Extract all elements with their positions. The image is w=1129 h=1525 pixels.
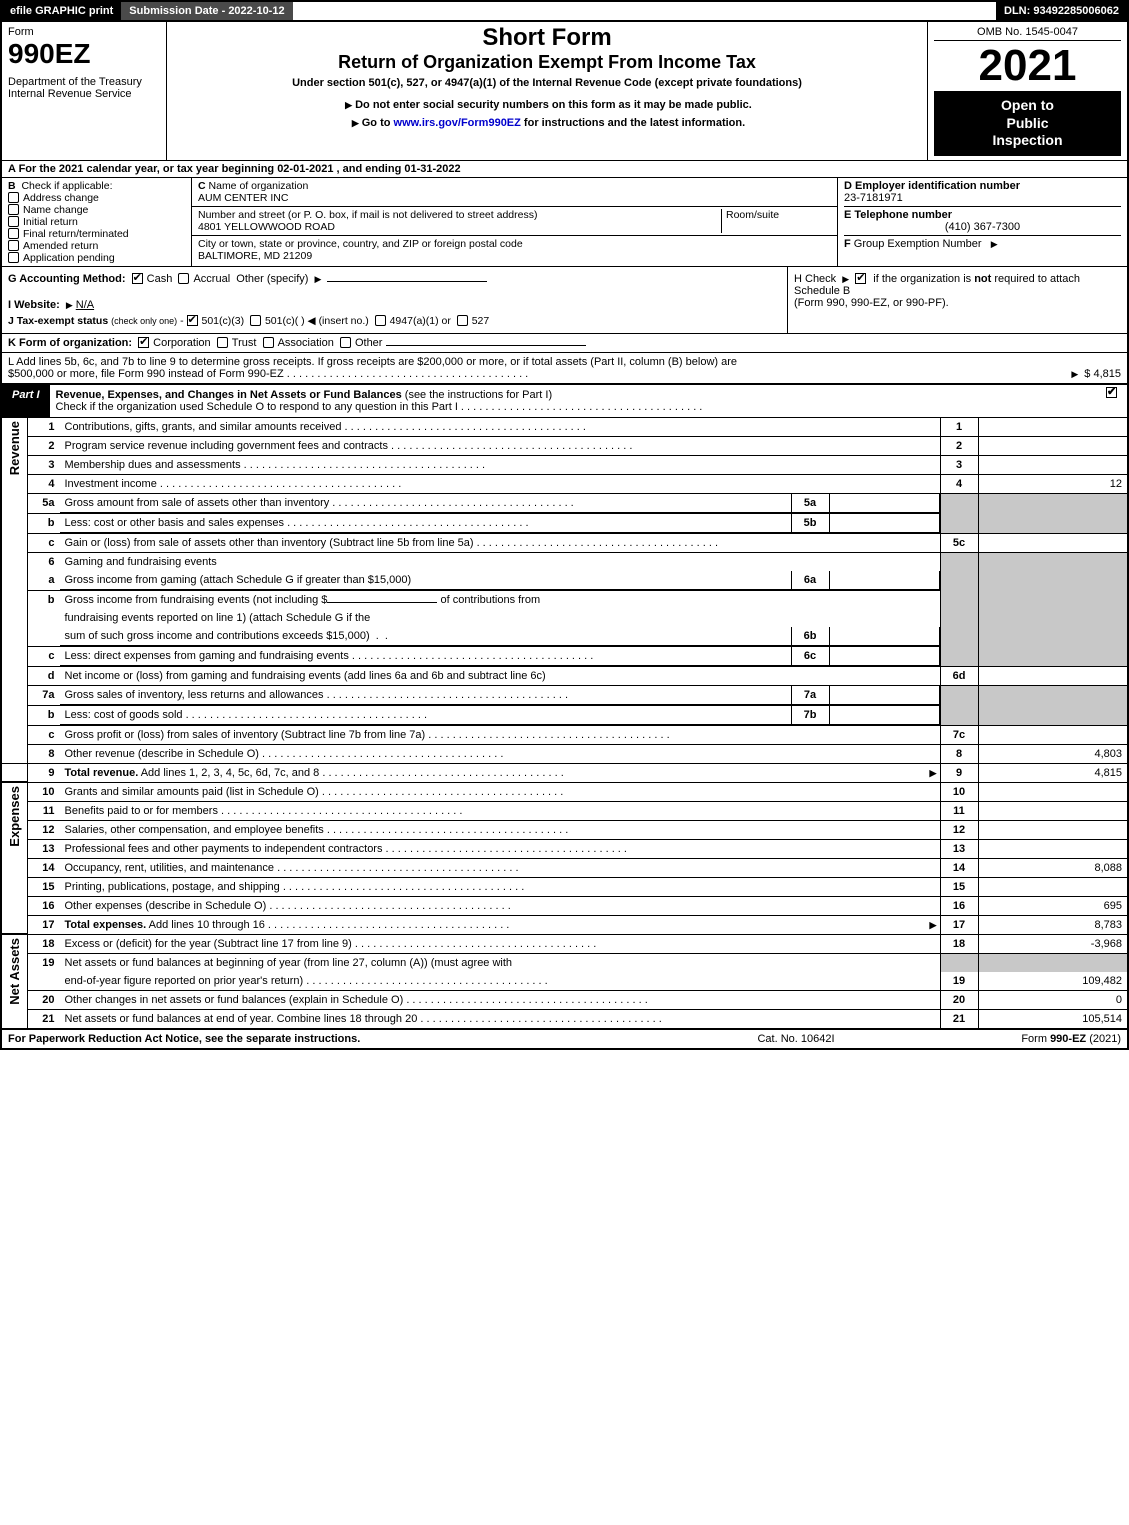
part-i-table: Revenue 1 Contributions, gifts, grants, … — [0, 418, 1129, 1030]
tax-exempt-row: J Tax-exempt status (check only one) - 5… — [8, 315, 781, 327]
main-title: Return of Organization Exempt From Incom… — [173, 52, 921, 73]
line14-value: 8,088 — [978, 858, 1128, 877]
irs-link[interactable]: www.irs.gov/Form990EZ — [394, 117, 521, 129]
form-label: Form — [8, 26, 160, 38]
dept-treasury: Department of the Treasury — [8, 76, 160, 88]
irs-label: Internal Revenue Service — [8, 88, 160, 100]
line19-value: 109,482 — [978, 972, 1128, 991]
row-a-tax-year: A For the 2021 calendar year, or tax yea… — [0, 161, 1129, 178]
dln: DLN: 93492285006062 — [996, 2, 1127, 20]
netassets-vlabel: Net Assets — [7, 938, 22, 1005]
line18-value: -3,968 — [978, 934, 1128, 953]
website-value: N/A — [76, 299, 94, 311]
line4-value: 12 — [978, 474, 1128, 493]
schedule-b-checkbox[interactable] — [855, 273, 866, 284]
accounting-method: G Accounting Method: Cash Accrual Other … — [8, 273, 781, 285]
tax-year: 2021 — [934, 41, 1121, 91]
org-name: AUM CENTER INC — [198, 192, 288, 204]
open-public-badge: Open to Public Inspection — [934, 91, 1121, 156]
section-g-h: G Accounting Method: Cash Accrual Other … — [0, 267, 1129, 334]
ein-value: 23-7181971 — [844, 192, 903, 204]
submission-date: Submission Date - 2022-10-12 — [121, 2, 292, 20]
amended-return-checkbox[interactable] — [8, 240, 19, 251]
501c-checkbox[interactable] — [250, 315, 261, 326]
phone-value: (410) 367-7300 — [844, 221, 1121, 233]
page-footer: For Paperwork Reduction Act Notice, see … — [0, 1030, 1129, 1050]
form-header: Form 990EZ Department of the Treasury In… — [0, 22, 1129, 161]
gross-receipts: $ 4,815 — [1084, 368, 1121, 380]
top-bar: efile GRAPHIC print Submission Date - 20… — [0, 0, 1129, 22]
form-ref: Form 990-EZ (2021) — [921, 1033, 1121, 1045]
efile-print[interactable]: efile GRAPHIC print — [2, 2, 121, 20]
subtitle: Under section 501(c), 527, or 4947(a)(1)… — [173, 77, 921, 89]
street-address: 4801 YELLOWWOOD ROAD — [198, 221, 335, 233]
name-change-checkbox[interactable] — [8, 204, 19, 215]
part-i-header: Part I Revenue, Expenses, and Changes in… — [0, 385, 1129, 418]
cat-no: Cat. No. 10642I — [671, 1033, 921, 1045]
line16-value: 695 — [978, 896, 1128, 915]
revenue-vlabel: Revenue — [7, 421, 22, 475]
line9-value: 4,815 — [978, 763, 1128, 782]
expenses-vlabel: Expenses — [7, 786, 22, 847]
line21-value: 105,514 — [978, 1009, 1128, 1029]
501c3-checkbox[interactable] — [187, 315, 198, 326]
ein-label: D Employer identification number — [844, 180, 1020, 192]
4947-checkbox[interactable] — [375, 315, 386, 326]
phone-label: E Telephone number — [844, 209, 952, 221]
final-return-checkbox[interactable] — [8, 228, 19, 239]
line8-value: 4,803 — [978, 744, 1128, 763]
short-form-title: Short Form — [173, 24, 921, 52]
row-l: L Add lines 5b, 6c, and 7b to line 9 to … — [0, 353, 1129, 385]
part-i-tag: Part I — [2, 385, 50, 417]
assoc-checkbox[interactable] — [263, 337, 274, 348]
527-checkbox[interactable] — [457, 315, 468, 326]
city-state-zip: BALTIMORE, MD 21209 — [198, 250, 312, 262]
cash-checkbox[interactable] — [132, 273, 143, 284]
trust-checkbox[interactable] — [217, 337, 228, 348]
ssn-warning: Do not enter social security numbers on … — [173, 99, 921, 111]
other-org-checkbox[interactable] — [340, 337, 351, 348]
row-k: K Form of organization: Corporation Trus… — [0, 334, 1129, 353]
paperwork-notice: For Paperwork Reduction Act Notice, see … — [8, 1033, 671, 1045]
omb-no: OMB No. 1545-0047 — [934, 26, 1121, 41]
line20-value: 0 — [978, 990, 1128, 1009]
app-pending-checkbox[interactable] — [8, 252, 19, 263]
initial-return-checkbox[interactable] — [8, 216, 19, 227]
accrual-checkbox[interactable] — [178, 273, 189, 284]
addr-change-checkbox[interactable] — [8, 192, 19, 203]
website-row: I Website: N/A — [8, 299, 781, 311]
form-number: 990EZ — [8, 38, 160, 70]
goto-line: Go to www.irs.gov/Form990EZ for instruct… — [173, 117, 921, 129]
section-b-through-f: B Check if applicable: Address change Na… — [0, 178, 1129, 267]
line17-value: 8,783 — [978, 915, 1128, 934]
schedule-o-checkbox[interactable] — [1106, 387, 1117, 398]
corp-checkbox[interactable] — [138, 337, 149, 348]
